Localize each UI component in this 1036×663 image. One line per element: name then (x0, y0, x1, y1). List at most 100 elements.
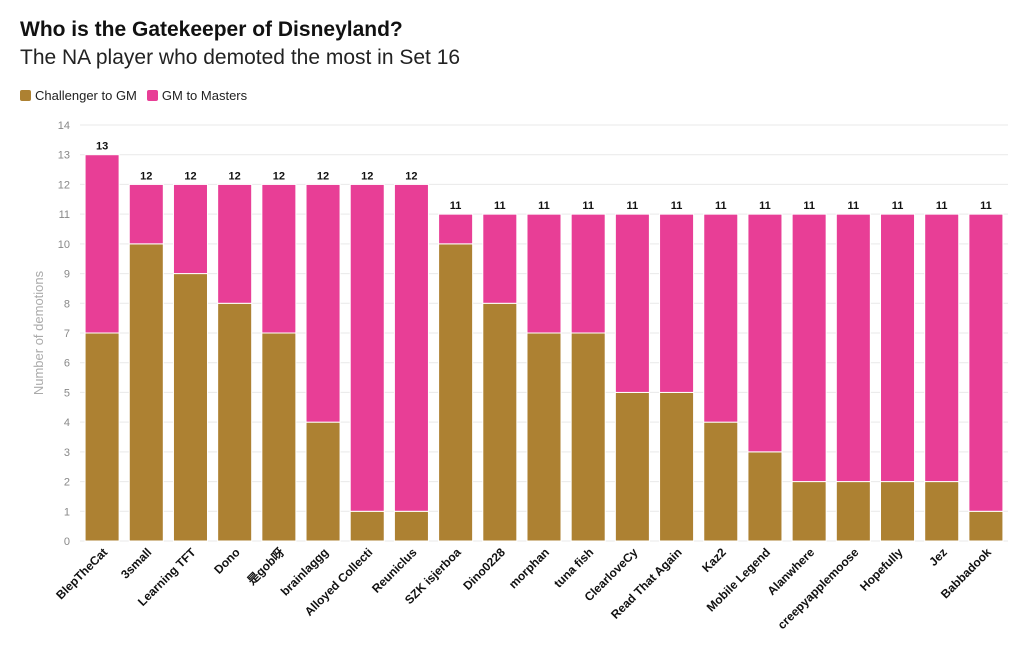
x-tick-label: Dino0228 (460, 545, 508, 593)
bar-segment-challenger-to-gm (570, 332, 606, 542)
bar-segment-challenger-to-gm (305, 421, 341, 542)
bar-segment-challenger-to-gm (968, 510, 1004, 542)
bar-segment-challenger-to-gm (703, 421, 739, 542)
bar-segment-gm-to-masters (172, 183, 208, 275)
chart-subtitle: The NA player who demoted the most in Se… (20, 46, 461, 69)
bar-total-label: 11 (450, 200, 462, 212)
bar-total-label: 11 (494, 200, 506, 212)
y-tick-label: 9 (64, 269, 70, 281)
bar-total-label: 11 (980, 200, 992, 212)
legend-swatch-gm-to-masters (146, 90, 158, 101)
bar-segment-challenger-to-gm (128, 243, 164, 542)
bar-segment-challenger-to-gm (614, 391, 650, 542)
x-tick-label: Hopefully (857, 545, 906, 594)
bar-total-label: 12 (273, 170, 285, 182)
bar-total-label: 11 (582, 200, 594, 212)
y-tick-label: 8 (64, 298, 70, 310)
bar-segment-challenger-to-gm (791, 481, 827, 542)
bar-segment-gm-to-masters (349, 183, 385, 512)
bar-total-label: 12 (317, 170, 329, 182)
bar-total-label: 12 (405, 170, 417, 182)
y-tick-label: 6 (64, 358, 70, 370)
bar-segment-gm-to-masters (438, 213, 474, 245)
y-tick-label: 11 (59, 209, 70, 221)
x-tick-label: morphan (506, 545, 552, 591)
bar-segment-gm-to-masters (261, 183, 297, 334)
bar-segment-gm-to-masters (968, 213, 1004, 512)
bar-total-label: 12 (184, 170, 196, 182)
bar-segment-challenger-to-gm (924, 481, 960, 542)
y-tick-label: 5 (64, 387, 70, 399)
bar-segment-gm-to-masters (84, 154, 120, 334)
bar-total-label: 12 (361, 170, 373, 182)
bar-total-label: 11 (538, 200, 550, 212)
legend-item-challenger-to-gm: Challenger to GM (20, 88, 137, 103)
bar-segment-challenger-to-gm (261, 332, 297, 542)
bar-segment-challenger-to-gm (438, 243, 474, 542)
bar-segment-gm-to-masters (393, 183, 429, 512)
bar-segment-gm-to-masters (482, 213, 518, 304)
bar-segment-gm-to-masters (659, 213, 695, 393)
legend-label-challenger-to-gm: Challenger to GM (35, 88, 137, 103)
x-tick-label: Kaz2 (699, 545, 729, 575)
bar-total-label: 11 (892, 200, 904, 212)
bar-segment-challenger-to-gm (880, 481, 916, 542)
y-tick-label: 4 (64, 417, 70, 429)
y-tick-label: 12 (58, 179, 70, 191)
bar-segment-challenger-to-gm (482, 302, 518, 542)
bar-segment-gm-to-masters (305, 183, 341, 423)
legend: Challenger to GM GM to Masters (20, 88, 247, 103)
bar-total-label: 11 (848, 200, 860, 212)
bar-segment-challenger-to-gm (84, 332, 120, 542)
bar-segment-gm-to-masters (526, 213, 562, 334)
bar-segment-gm-to-masters (614, 213, 650, 393)
bar-segment-gm-to-masters (128, 183, 164, 245)
y-tick-label: 14 (58, 120, 70, 132)
legend-swatch-challenger-to-gm (20, 90, 31, 101)
y-axis-label: Number of demotions (31, 270, 46, 395)
y-tick-label: 3 (64, 447, 70, 459)
bar-segment-gm-to-masters (217, 183, 253, 304)
bar-total-label: 13 (96, 141, 108, 153)
chart-title: Who is the Gatekeeper of Disneyland? (20, 18, 403, 41)
bar-segment-gm-to-masters (880, 213, 916, 483)
bar-segment-challenger-to-gm (835, 481, 871, 542)
bars: 13 12 12 12 12 12 12 12 11 11 11 11 11 11 11 11 11 11 11 11… (84, 141, 1004, 542)
y-tick-label: 10 (58, 239, 70, 251)
bar-segment-gm-to-masters (570, 213, 606, 334)
bar-total-label: 11 (759, 200, 771, 212)
bar-total-label: 11 (936, 200, 948, 212)
y-tick-label: 0 (64, 536, 70, 548)
x-tick-label: 3small (118, 545, 154, 581)
legend-label-gm-to-masters: GM to Masters (161, 88, 248, 103)
y-tick-label: 1 (64, 506, 70, 518)
x-tick-label: creepyapplemoose (775, 545, 862, 632)
bar-total-label: 11 (627, 200, 639, 212)
bar-segment-challenger-to-gm (526, 332, 562, 542)
y-tick-label: 7 (64, 328, 70, 340)
x-tick-label: Jez (926, 545, 950, 569)
bar-total-label: 11 (803, 200, 815, 212)
bar-total-label: 12 (140, 170, 152, 182)
bar-segment-challenger-to-gm (172, 273, 208, 542)
bar-total-label: 11 (715, 200, 727, 212)
x-tick-label: 是gob呀 (244, 545, 287, 588)
bar-segment-gm-to-masters (835, 213, 871, 483)
bar-segment-challenger-to-gm (747, 451, 783, 542)
bar-segment-challenger-to-gm (349, 510, 385, 542)
bar-segment-gm-to-masters (924, 213, 960, 483)
legend-item-gm-to-masters: GM to Masters (146, 88, 248, 103)
y-tick-label: 2 (64, 477, 70, 489)
y-tick-label: 13 (58, 150, 70, 162)
bar-total-label: 12 (229, 170, 241, 182)
x-tick-label: Dono (211, 545, 243, 577)
bar-segment-gm-to-masters (703, 213, 739, 423)
x-tick-label: tuna fish (551, 545, 596, 590)
bar-total-label: 11 (671, 200, 683, 212)
bar-segment-challenger-to-gm (659, 391, 695, 542)
bar-segment-gm-to-masters (747, 213, 783, 453)
x-tick-label: BlepTheCat (53, 545, 110, 602)
